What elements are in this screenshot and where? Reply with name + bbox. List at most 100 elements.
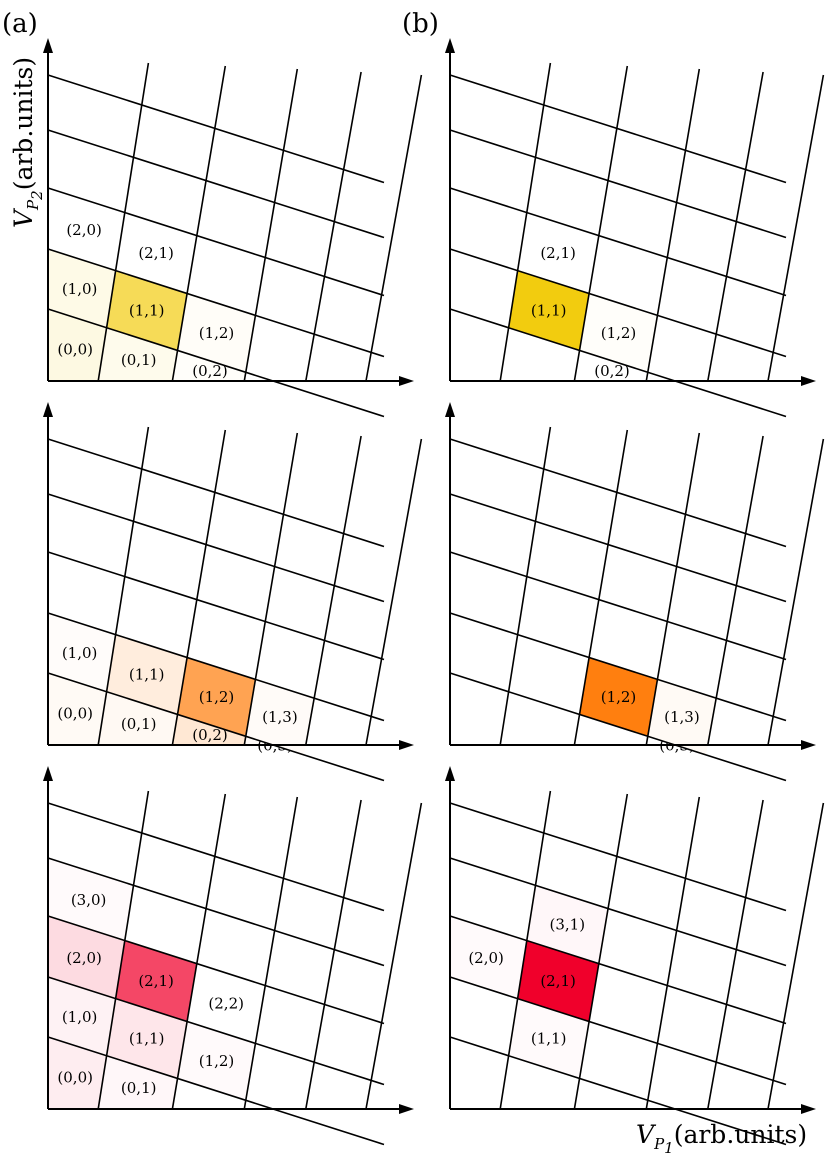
charge-state-label: (0,2) bbox=[192, 362, 228, 380]
p2-transition-line bbox=[449, 612, 787, 722]
charge-cell-fill bbox=[245, 679, 315, 755]
y-axis-label: VP2(arb.units) bbox=[9, 57, 46, 228]
charge-cell-fill bbox=[48, 673, 107, 745]
charge-cell-fill bbox=[647, 679, 717, 755]
charge-state-label: (0,0) bbox=[57, 1069, 93, 1087]
p2-transition-line bbox=[449, 187, 787, 297]
p1-transition-line bbox=[97, 790, 150, 1110]
x-axis-subscript: P bbox=[653, 1135, 665, 1153]
charge-state-label: (2,1) bbox=[138, 972, 174, 990]
charge-state-label: (1,1) bbox=[129, 302, 165, 320]
p1-transition-line bbox=[707, 799, 764, 1110]
charge-cell-fill bbox=[526, 885, 609, 964]
p1-transition-line bbox=[365, 438, 423, 746]
charge-state-label: (1,3) bbox=[262, 708, 298, 726]
p1-transition-line bbox=[305, 435, 362, 746]
p1-transition-line bbox=[645, 68, 701, 382]
p2-transition-line bbox=[449, 248, 787, 358]
p1-transition-line bbox=[645, 432, 701, 746]
charge-cell-fill bbox=[172, 350, 246, 381]
p2-transition-line bbox=[47, 248, 385, 358]
charge-state-label: (3,1) bbox=[550, 916, 586, 934]
p2-transition-line bbox=[47, 915, 385, 1025]
panel-label-a: (a) bbox=[2, 9, 38, 39]
x-axis-arrow bbox=[399, 1104, 414, 1114]
p1-transition-line bbox=[305, 799, 362, 1110]
p1-transition-line bbox=[243, 68, 299, 382]
panels-layer: (0,0) (0,1) (0,2) (1,0) (1,1) (1,2) (2,0) (2,1)… bbox=[43, 38, 825, 1146]
p2-transition-line bbox=[47, 74, 385, 184]
p2-transition-line bbox=[449, 976, 787, 1086]
p2-transition-line bbox=[449, 551, 787, 661]
charge-state-label: (2,0) bbox=[66, 221, 102, 239]
p1-transition-line bbox=[97, 426, 150, 746]
charge-cell-fill bbox=[579, 293, 658, 373]
y-axis-arrow bbox=[445, 766, 455, 781]
panel-label-b: (b) bbox=[402, 9, 439, 39]
p1-transition-line bbox=[243, 432, 299, 746]
charge-state-label: (1,2) bbox=[199, 1052, 235, 1070]
p1-transition-line bbox=[499, 62, 552, 382]
charge-state-label: (2,0) bbox=[66, 949, 102, 967]
p2-transition-line bbox=[47, 802, 385, 912]
charge-state-label: (1,3) bbox=[664, 708, 700, 726]
y-axis-units: (arb.units) bbox=[9, 57, 38, 190]
y-axis-arrow bbox=[43, 38, 53, 53]
x-axis-symbol: V bbox=[636, 1120, 657, 1149]
charge-cell-fill bbox=[98, 327, 178, 381]
charge-state-label: (3,0) bbox=[71, 891, 107, 909]
charge-state-label: (1,1) bbox=[129, 1030, 165, 1048]
charge-state-label: (2,1) bbox=[138, 244, 174, 262]
charge-cell-fill bbox=[579, 657, 658, 737]
y-axis-subscript: P bbox=[24, 199, 42, 211]
p1-transition-line bbox=[97, 62, 150, 382]
charge-state-label: (1,1) bbox=[129, 666, 165, 684]
p2-transition-line bbox=[449, 857, 787, 967]
p1-transition-line bbox=[573, 793, 629, 1110]
charge-state-label: (0,1) bbox=[121, 1079, 157, 1097]
p2-transition-line bbox=[47, 976, 385, 1086]
charge-state-label: (1,2) bbox=[601, 324, 637, 342]
p2-transition-line bbox=[47, 1036, 385, 1146]
stability-panel-a2: (0,0)(0,1)(0,2)(0,3)(1,0)(1,1)(1,2)(1,3) bbox=[43, 402, 423, 782]
charge-cell-fill bbox=[177, 1021, 256, 1101]
charge-state-label: (2,2) bbox=[208, 995, 244, 1013]
charge-cell-fill bbox=[48, 916, 125, 999]
charge-state-label: (0,0) bbox=[57, 341, 93, 359]
p2-transition-line bbox=[47, 187, 385, 297]
p2-transition-line bbox=[449, 672, 787, 782]
p1-transition-line bbox=[707, 71, 764, 382]
y-axis-arrow bbox=[43, 766, 53, 781]
p1-transition-line bbox=[767, 438, 825, 746]
p1-transition-line bbox=[171, 429, 227, 746]
p1-transition-line bbox=[499, 426, 552, 746]
stability-panel-b1: (0,2) (1,1) (1,2) (2,1) bbox=[445, 38, 825, 418]
charge-state-label: (0,2) bbox=[594, 362, 630, 380]
charge-state-label: (0,0) bbox=[57, 705, 93, 723]
p1-transition-line bbox=[305, 71, 362, 382]
p1-transition-line bbox=[365, 74, 423, 382]
charge-state-label: (0,1) bbox=[121, 351, 157, 369]
y-axis-arrow bbox=[445, 38, 455, 53]
charge-state-label: (1,1) bbox=[531, 302, 567, 320]
charge-cell-fill bbox=[517, 940, 599, 1022]
x-axis-arrow bbox=[399, 376, 414, 386]
p2-transition-line bbox=[449, 438, 787, 548]
x-axis-sub-index: 1 bbox=[664, 1139, 674, 1157]
y-axis-sub-index: 2 bbox=[28, 190, 46, 201]
p2-transition-line bbox=[47, 612, 385, 722]
charge-cell-fill bbox=[172, 714, 246, 745]
p1-transition-line bbox=[365, 802, 423, 1110]
p1-transition-line bbox=[767, 74, 825, 382]
p2-transition-line bbox=[47, 129, 385, 239]
y-axis-symbol: V bbox=[9, 207, 38, 228]
charge-state-label: (1,1) bbox=[531, 1030, 567, 1048]
p2-transition-line bbox=[449, 493, 787, 603]
p2-transition-line bbox=[47, 308, 385, 418]
p2-transition-line bbox=[449, 802, 787, 912]
p1-transition-line bbox=[171, 793, 227, 1110]
svg-text:VP2(arb.units): VP2(arb.units) bbox=[9, 57, 46, 228]
charge-cell-fill bbox=[48, 1037, 107, 1109]
p1-transition-line bbox=[767, 802, 825, 1110]
